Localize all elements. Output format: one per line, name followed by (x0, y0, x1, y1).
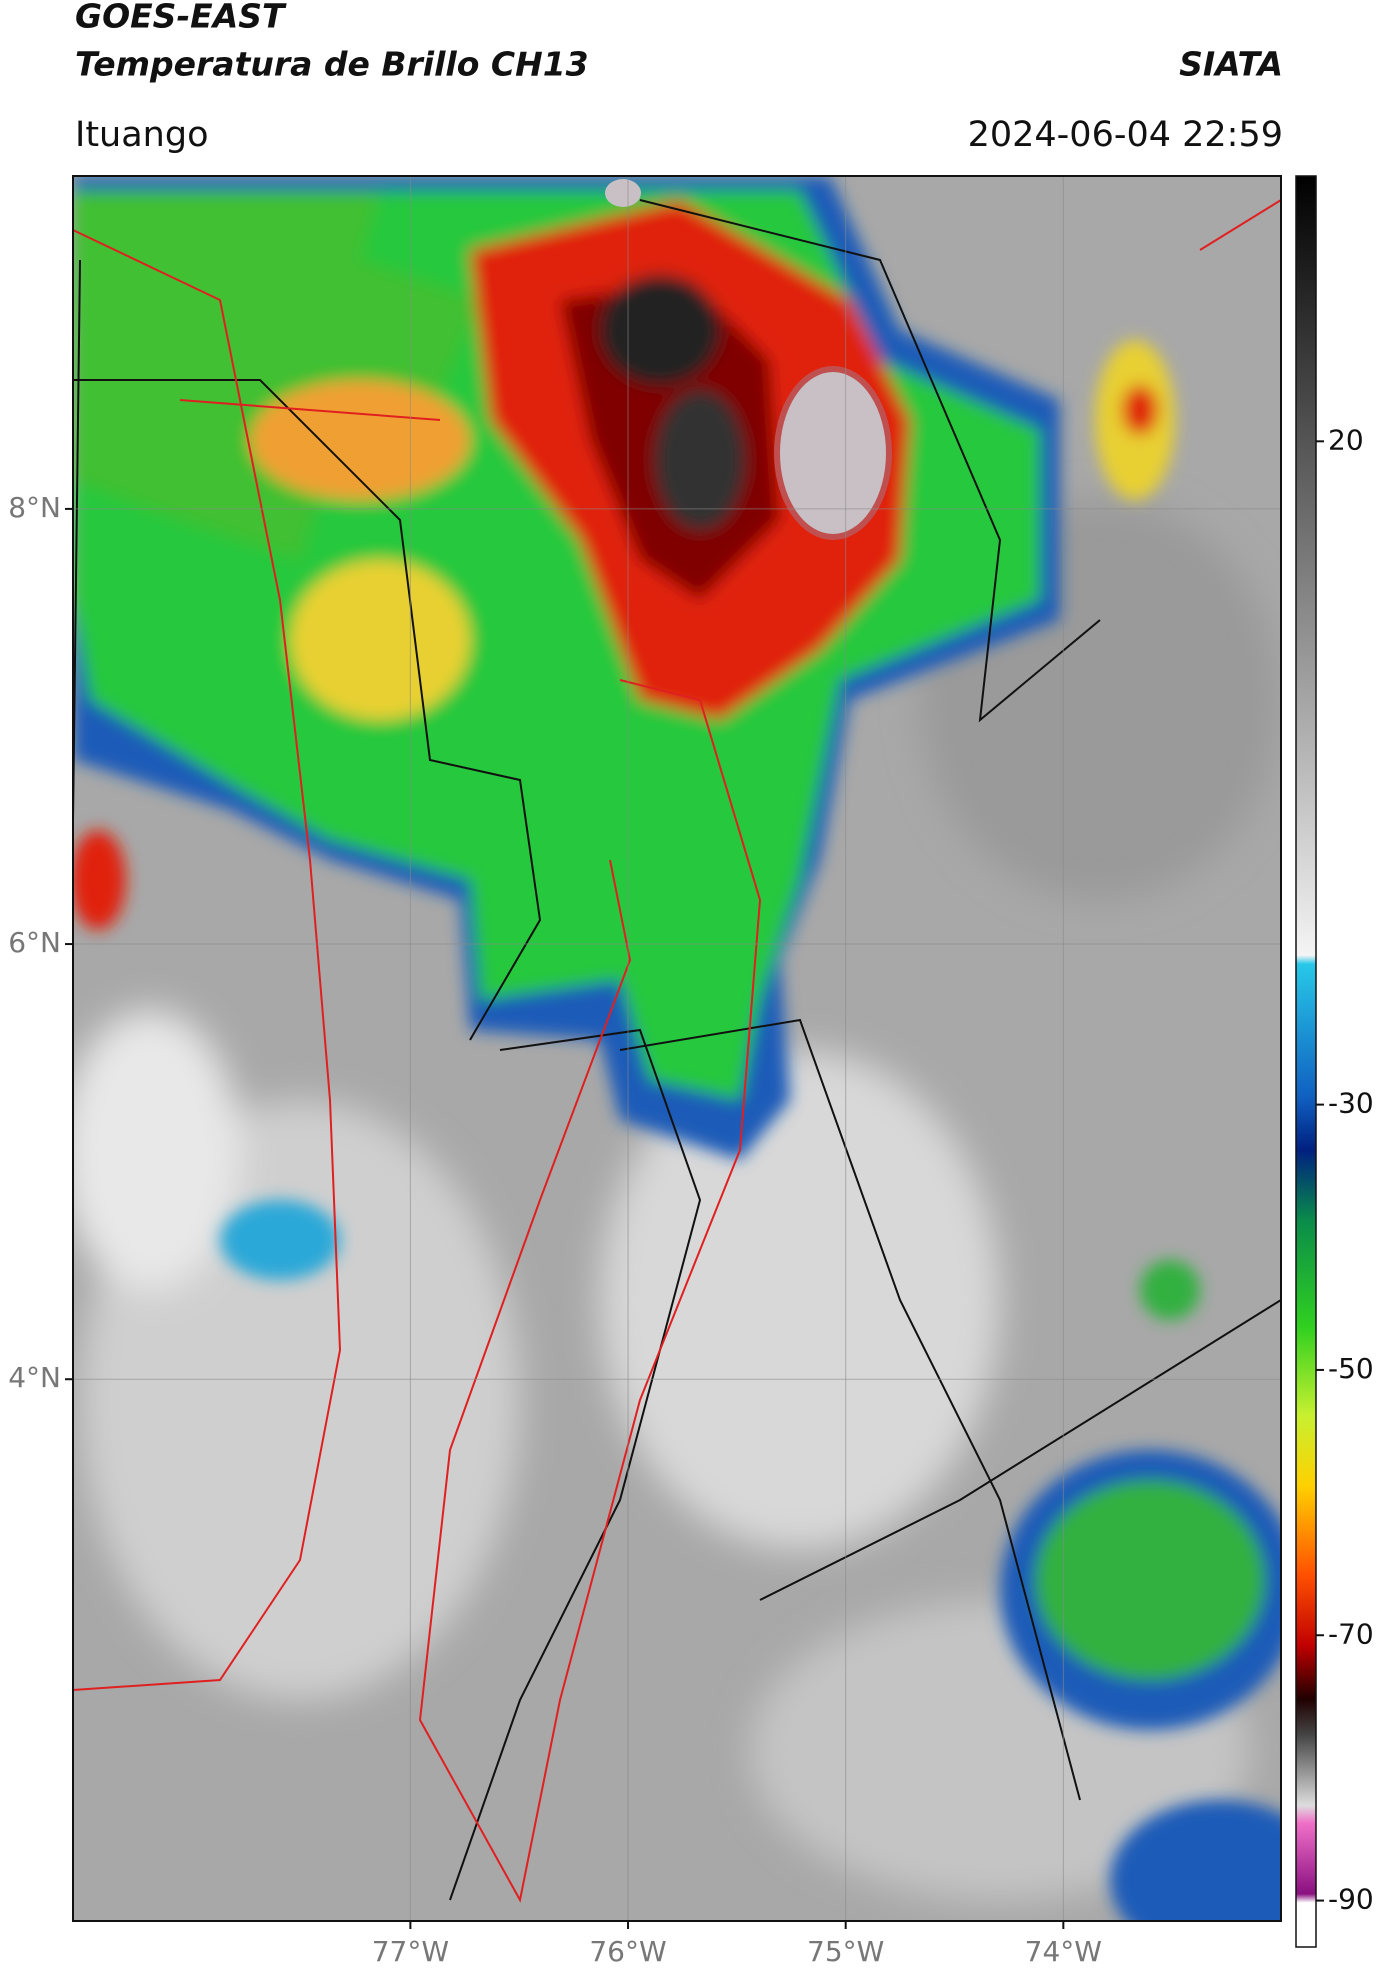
y-tick-label: 4°N (8, 1361, 61, 1394)
grid (73, 176, 1281, 1921)
x-tick-label: 74°W (1025, 1935, 1102, 1968)
colorbar-tick-label: 20 (1328, 423, 1364, 456)
colorbar-tick-label: -70 (1328, 1617, 1374, 1650)
y-tick-label: 8°N (8, 491, 61, 524)
x-tick-label: 76°W (589, 1935, 666, 1968)
title: GOES-EAST (75, 0, 287, 36)
colorbar-tick-label: -90 (1328, 1883, 1374, 1916)
colorbar (1295, 175, 1317, 1948)
colorbar-tick-label: -50 (1328, 1352, 1374, 1385)
x-tick-label: 75°W (807, 1935, 884, 1968)
location: Ituango (75, 115, 209, 155)
map-frame (72, 175, 1282, 1922)
y-tick-label: 6°N (8, 926, 61, 959)
x-tick-label: 77°W (372, 1935, 449, 1968)
colorbar-tick-label: -30 (1328, 1087, 1374, 1120)
subtitle: Temperatura de Brillo CH13 (75, 45, 589, 84)
source: SIATA (1179, 45, 1283, 84)
datetime: 2024-06-04 22:59 (968, 115, 1283, 155)
satellite-image (73, 176, 1281, 1921)
